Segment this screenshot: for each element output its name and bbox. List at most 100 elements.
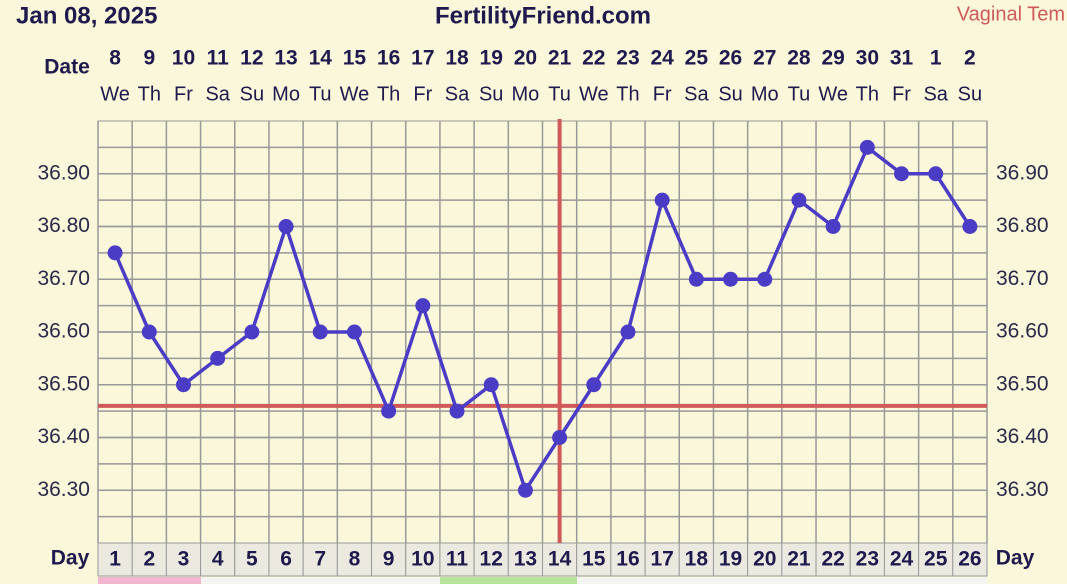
temperature-point: [175, 377, 191, 393]
date-label: 31: [890, 47, 914, 70]
day-cell: [883, 542, 920, 577]
y-tick-label: 36.70: [996, 267, 1049, 290]
temperature-point: [825, 219, 841, 234]
y-tick-label: 36.50: [37, 372, 90, 395]
x-tick-label: 9: [383, 548, 395, 571]
y-tick-label: 36.80: [37, 214, 90, 237]
x-tick-label: 6: [280, 548, 292, 571]
temperature-point: [894, 166, 910, 182]
date-label: 12: [240, 47, 263, 70]
day-cell: [165, 542, 202, 577]
day-label: Day: [51, 547, 90, 570]
temperature-point: [928, 166, 944, 182]
weekday-label: Th: [138, 83, 161, 105]
date-label: 8: [109, 47, 121, 70]
y-tick-label: 36.80: [996, 214, 1049, 237]
temperature-point: [859, 139, 875, 155]
fertility-strip: [98, 577, 987, 584]
x-tick-label: 4: [212, 548, 224, 571]
x-tick-label: 13: [514, 548, 537, 571]
day-cell: [576, 542, 612, 577]
day-cell: [918, 542, 954, 577]
weekday-label: We: [579, 83, 609, 105]
temperature-point: [483, 377, 499, 393]
weekday-label: We: [818, 83, 848, 105]
x-tick-label: 8: [349, 548, 361, 571]
x-tick-label: 17: [650, 548, 673, 571]
temperature-point: [141, 324, 157, 340]
header-date: Jan 08, 2025: [16, 2, 157, 29]
y-tick-label: 36.60: [996, 320, 1049, 343]
x-tick-label: 20: [753, 548, 776, 571]
x-tick-label: 11: [446, 548, 469, 571]
x-tick-label: 12: [480, 548, 503, 571]
x-tick-label: 3: [178, 548, 190, 571]
weekday-label: Fr: [413, 83, 432, 105]
day-cell: [747, 542, 783, 577]
date-label: 16: [377, 47, 400, 70]
weekday-label: Su: [958, 83, 982, 105]
weekday-label: Th: [856, 83, 879, 105]
temperature-point: [415, 298, 431, 314]
temperature-point: [654, 192, 670, 208]
date-label: 23: [616, 47, 639, 70]
temperature-point: [346, 324, 362, 340]
x-tick-label: 23: [856, 548, 879, 571]
day-cell: [849, 542, 885, 577]
x-tick-label: 25: [924, 548, 948, 571]
temperature-point: [278, 219, 294, 234]
weekday-label: Tu: [788, 83, 811, 105]
date-label: 13: [274, 47, 297, 70]
temperature-point: [517, 482, 533, 498]
day-cell: [610, 542, 646, 577]
x-tick-label: 18: [685, 548, 709, 571]
y-tick-label: 36.50: [996, 372, 1049, 395]
x-tick-label: 15: [582, 548, 606, 571]
date-label: 29: [821, 47, 844, 70]
date-label: 20: [514, 47, 537, 70]
strip-cell: [577, 577, 987, 584]
weekday-label: We: [340, 83, 370, 105]
weekday-label: Su: [240, 83, 264, 105]
temperature-point: [962, 219, 978, 234]
y-tick-label: 36.60: [37, 320, 90, 343]
day-cell: [200, 542, 236, 577]
x-tick-label: 14: [548, 548, 572, 571]
date-label: 21: [548, 47, 572, 70]
temperature-point: [552, 430, 568, 445]
temperature-point: [723, 271, 739, 287]
temperature-point: [244, 324, 260, 340]
temperature-point: [210, 350, 226, 366]
day-cell: [439, 542, 475, 577]
x-tick-label: 2: [143, 548, 155, 571]
weekday-label: Sa: [445, 83, 470, 105]
day-cell: [473, 542, 509, 577]
date-label: 27: [753, 47, 776, 70]
temperature-point: [381, 403, 397, 419]
date-label: 22: [582, 47, 605, 70]
x-tick-label: 24: [890, 548, 914, 571]
weekday-label: Fr: [174, 83, 193, 105]
y-tick-label: 36.30: [996, 478, 1049, 501]
temperature-point: [688, 271, 704, 287]
day-cell: [234, 542, 270, 577]
date-label: 18: [445, 47, 469, 70]
weekday-label: Mo: [512, 83, 540, 105]
weekday-label: Th: [616, 83, 639, 105]
y-tick-label: 36.40: [37, 425, 90, 448]
y-tick-label: 36.40: [996, 425, 1049, 448]
y-tick-label: 36.90: [37, 161, 90, 184]
temperature-point: [791, 192, 807, 208]
weekday-label: Tu: [548, 83, 571, 105]
date-label: 2: [964, 47, 976, 70]
x-tick-label: 26: [958, 548, 981, 571]
day-cell: [781, 542, 817, 577]
weekday-label: Sa: [684, 83, 709, 105]
site-name: FertilityFriend.com: [435, 2, 651, 29]
strip-cell: [440, 577, 577, 584]
weekday-label: We: [100, 83, 130, 105]
date-label: 26: [719, 47, 742, 70]
day-cell: [405, 542, 441, 577]
chart-label: Vaginal Tem: [957, 3, 1065, 25]
temperature-point: [620, 324, 636, 340]
